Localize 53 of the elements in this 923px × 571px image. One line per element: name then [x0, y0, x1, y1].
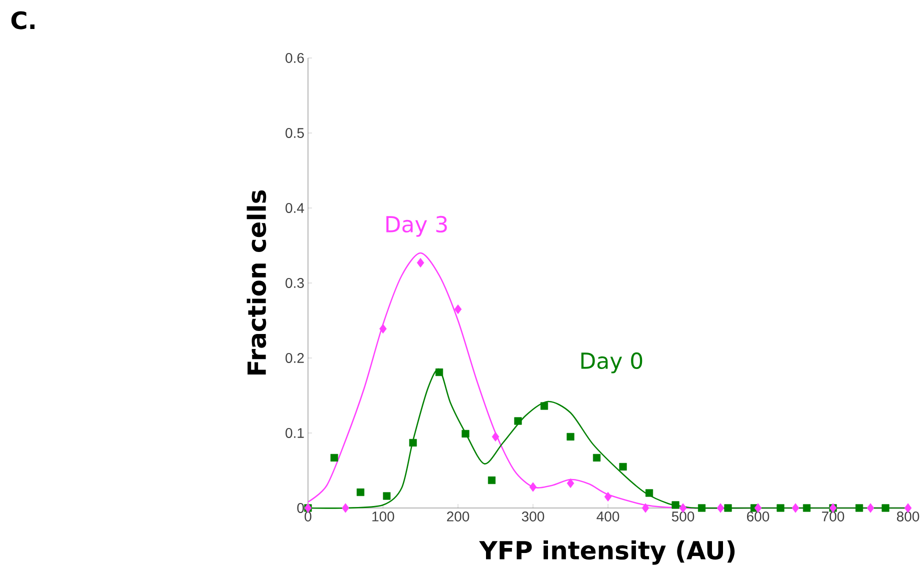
y-tick-label: 0.3: [286, 278, 304, 288]
point: [619, 462, 627, 471]
x-tick-label: 300: [522, 512, 544, 522]
point: [776, 504, 784, 512]
point: [855, 504, 864, 512]
text: C.: [11, 11, 34, 30]
point: [566, 478, 574, 488]
x-tick-label: 400: [596, 512, 620, 522]
point: [382, 492, 391, 500]
point: [645, 489, 654, 497]
y-tick-label: 0.1: [286, 428, 304, 438]
x-tick-label: 0: [304, 512, 312, 522]
x-tick-label: 100: [372, 512, 394, 522]
point: [604, 492, 612, 502]
y-axis-title: Fraction cells: [246, 190, 266, 374]
point: [540, 402, 548, 410]
point: [566, 432, 574, 441]
point: [356, 488, 364, 496]
point: [462, 430, 470, 438]
point: [866, 503, 874, 513]
point: [724, 504, 732, 512]
x-tick-label: 800: [896, 512, 920, 522]
y-tick-label: 0.6: [286, 53, 304, 63]
series-label: Day 3: [386, 216, 447, 237]
point: [642, 503, 650, 513]
point: [672, 501, 680, 509]
point: [330, 454, 338, 462]
point: [529, 482, 537, 492]
point: [698, 504, 706, 512]
y-tick-label: 0: [297, 503, 304, 513]
point: [379, 324, 387, 334]
point: [409, 438, 417, 447]
x-tick-label: 700: [822, 512, 844, 522]
y-tick-label: 0.4: [286, 203, 304, 213]
point: [792, 503, 800, 513]
x-tick-label: 500: [672, 512, 694, 522]
point: [716, 503, 724, 513]
point: [435, 368, 444, 376]
point: [882, 504, 890, 512]
point: [802, 504, 811, 512]
point: [342, 503, 350, 513]
x-tick-label: 200: [447, 512, 470, 522]
point: [416, 258, 424, 268]
x-tick-label: 600: [747, 512, 770, 522]
point: [592, 454, 601, 462]
y-tick-label: 0.2: [286, 353, 304, 363]
point: [488, 476, 496, 484]
point: [492, 432, 500, 442]
point: [454, 304, 462, 314]
point: [514, 417, 522, 425]
x-axis-title: YFP intensity (AU): [479, 540, 735, 565]
series-label: Day 0: [581, 352, 642, 374]
y-tick-label: 0.5: [286, 128, 304, 138]
